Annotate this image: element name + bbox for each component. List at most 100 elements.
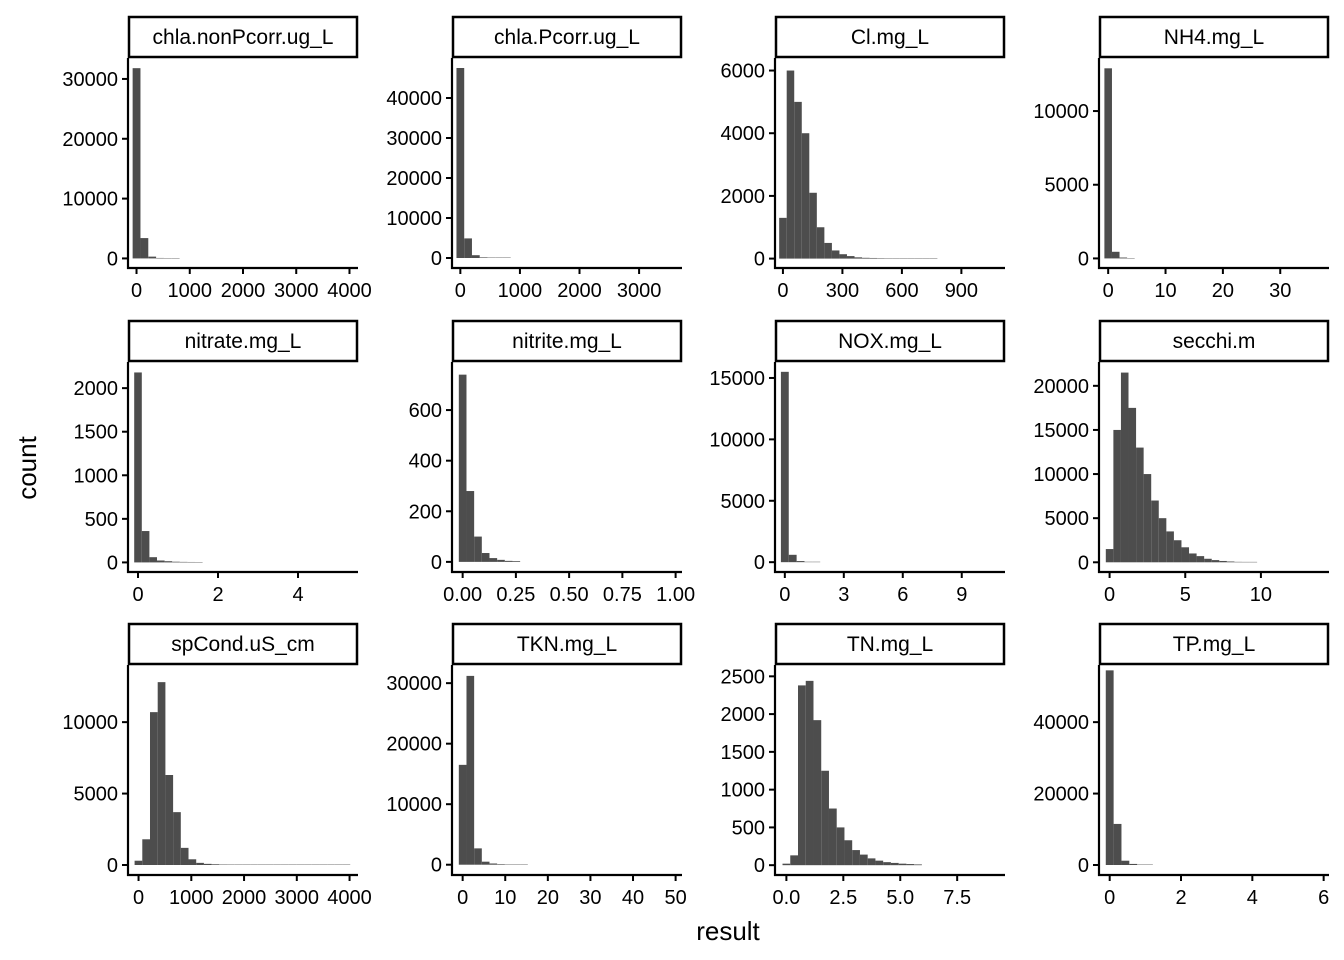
x-tick-label: 2000	[222, 887, 267, 909]
histogram-bar	[172, 561, 180, 563]
facet-strip	[451, 622, 683, 666]
x-tick-label: 1000	[169, 887, 214, 909]
histogram-bar	[786, 70, 795, 259]
histogram-bar	[504, 560, 513, 562]
histogram-bar	[1226, 561, 1235, 563]
histogram-bar	[1119, 257, 1128, 259]
y-tick-label: 400	[409, 451, 442, 473]
y-tick-label: 0	[431, 248, 442, 270]
facet-strip	[1098, 319, 1330, 363]
x-tick-label: 0	[131, 280, 142, 302]
y-tick-label: 0	[754, 249, 765, 271]
histogram-bar	[173, 812, 181, 865]
y-tick-label: 0	[1078, 248, 1089, 270]
histogram-bar	[1113, 429, 1121, 563]
x-tick-label: 4000	[327, 280, 372, 302]
y-tick-label: 10000	[1033, 464, 1089, 486]
y-tick-label: 1500	[74, 422, 119, 444]
histogram-bar	[779, 217, 787, 259]
y-tick-label: 0	[754, 855, 765, 877]
facet-panel-11: TN.mg_L 0.0 2.5 5.0 7.5 0 500 1000 1500 2000 2500	[721, 622, 1006, 909]
histogram-bar	[1204, 558, 1212, 563]
x-tick-label: 10	[1154, 280, 1176, 302]
x-tick-label: 3	[838, 584, 849, 606]
histogram-bar	[149, 557, 157, 563]
histogram-bar	[813, 720, 822, 866]
y-tick-label: 500	[732, 817, 765, 839]
x-tick-label: 6	[1318, 887, 1329, 909]
y-tick-label: 10000	[62, 189, 118, 211]
y-tick-label: 15000	[1033, 420, 1089, 442]
x-tick-label: 5.0	[886, 887, 914, 909]
histogram-bar	[141, 531, 150, 563]
histogram-bar	[805, 680, 814, 866]
facet-strip-label: TKN.mg_L	[517, 633, 617, 656]
y-tick-label: 2000	[721, 704, 766, 726]
facet-panel-5: nitrate.mg_L 0 2 4 0 500 1000 1500 2000	[74, 319, 359, 606]
histogram-bar	[836, 827, 845, 866]
histogram-bar	[458, 374, 467, 562]
histogram-bar	[466, 675, 475, 865]
facet-strip-label: chla.Pcorr.ug_L	[494, 26, 640, 49]
x-tick-label: 0.0	[772, 887, 800, 909]
facet-panel-10: TKN.mg_L 0 10 20 30 40 50 0 10000 20000 30000	[386, 622, 687, 909]
y-tick-label: 20000	[1033, 784, 1089, 806]
histogram-bar	[180, 847, 189, 865]
facet-strip-label: NH4.mg_L	[1164, 26, 1264, 49]
histogram-bar	[474, 536, 482, 562]
y-tick-label: 15000	[709, 368, 765, 390]
x-tick-label: 0.75	[603, 584, 642, 606]
y-tick-label: 1000	[721, 780, 766, 802]
histogram-bar	[1128, 407, 1137, 563]
x-tick-label: 1.00	[656, 584, 695, 606]
histogram-bar	[1129, 863, 1138, 865]
x-tick-label: 30	[1269, 280, 1291, 302]
histogram-bar	[1173, 540, 1182, 563]
x-tick-label: 2	[212, 584, 223, 606]
x-tick-label: 9	[956, 584, 967, 606]
histogram-bar	[801, 133, 810, 259]
y-tick-label: 0	[107, 248, 118, 270]
histogram-bar	[188, 859, 197, 865]
x-tick-label: 20	[1212, 280, 1234, 302]
histogram-bar	[1189, 553, 1197, 563]
y-tick-label: 0	[1078, 552, 1089, 574]
histogram-bar	[497, 864, 505, 865]
x-tick-label: 0	[133, 887, 144, 909]
y-tick-label: 10000	[62, 712, 118, 734]
histogram-bar	[1158, 518, 1167, 563]
histogram-bar	[794, 101, 802, 259]
facet-panel-7: NOX.mg_L 0 3 6 9 0 5000 10000 15000	[709, 319, 1006, 606]
facet-strip-label: nitrate.mg_L	[185, 330, 302, 353]
facet-strip-label: spCond.uS_cm	[171, 633, 315, 656]
histogram-bar	[456, 68, 465, 258]
histogram-bar	[869, 257, 878, 259]
x-tick-label: 0	[1104, 584, 1115, 606]
histogram-bar	[157, 560, 165, 563]
histogram-bar	[839, 254, 847, 259]
histogram-bar	[203, 863, 212, 865]
y-tick-label: 1000	[74, 465, 119, 487]
facet-strip	[774, 319, 1006, 363]
histogram-bar	[1120, 372, 1129, 563]
histogram-bar	[464, 238, 472, 258]
histogram-bar	[1211, 560, 1220, 563]
histogram-bar	[1104, 68, 1112, 259]
facet-strip-label: nitrite.mg_L	[512, 330, 622, 353]
histogram-bar	[809, 192, 817, 259]
histogram-bar	[1166, 531, 1174, 563]
y-tick-label: 0	[431, 552, 442, 574]
histogram-bar	[1151, 500, 1159, 563]
y-tick-label: 600	[409, 400, 442, 422]
x-tick-label: 3000	[617, 280, 662, 302]
histogram-bar	[790, 855, 798, 866]
facet-strip-label: chla.nonPcorr.ug_L	[153, 26, 334, 49]
histogram-bar	[196, 862, 204, 865]
facet-panel-3: Cl.mg_L 0 300 600 900 0 2000 4000 6000	[721, 15, 1006, 302]
histogram-bar	[481, 861, 490, 865]
histogram-bar	[846, 256, 855, 259]
histogram-bar	[914, 864, 922, 866]
facet-panel-8: secchi.m 0 5 10 0 5000 10000 15000 20000	[1033, 319, 1330, 606]
y-tick-label: 30000	[386, 673, 442, 695]
